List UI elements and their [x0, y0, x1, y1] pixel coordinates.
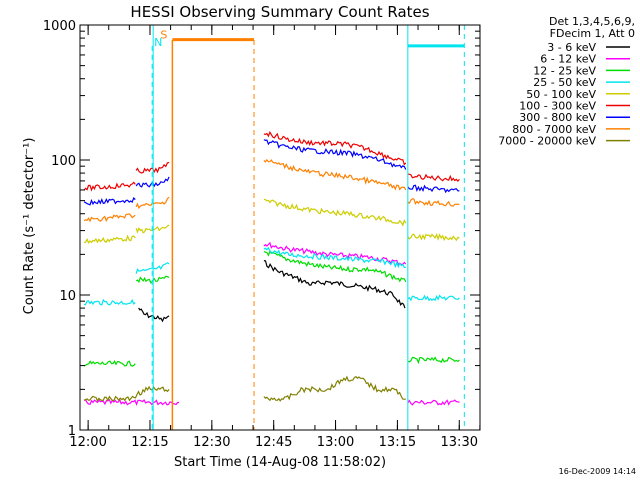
series-2-segment-2	[263, 250, 407, 283]
series-3	[83, 246, 460, 306]
legend-label: 800 - 7000 keV	[512, 123, 596, 136]
series-7-segment-2	[263, 158, 407, 191]
y-tick-label: 10	[59, 289, 76, 304]
series-4	[83, 198, 460, 244]
x-tick-label: 13:15	[379, 435, 416, 450]
series-2-segment-0	[83, 359, 136, 367]
series-2-segment-3	[407, 356, 460, 365]
x-tick-label: 12:15	[131, 435, 168, 450]
x-tick-label: 12:00	[69, 435, 106, 450]
series-8-segment-1	[263, 375, 406, 402]
series-8-segment-0	[83, 385, 170, 402]
series-5-segment-1	[135, 161, 170, 174]
series-6-segment-3	[407, 184, 460, 194]
series-6-segment-2	[263, 139, 407, 170]
series-3-segment-2	[263, 246, 406, 269]
series-5-segment-2	[263, 130, 407, 166]
legend-label: 300 - 800 keV	[519, 111, 596, 124]
legend-header-line: Det 1,3,4,5,6,9,	[549, 15, 635, 28]
series-4-segment-2	[263, 198, 407, 227]
series-5-segment-0	[83, 181, 136, 192]
series-7-segment-1	[135, 196, 170, 210]
series-6-segment-0	[83, 196, 136, 206]
x-axis-label: Start Time (14-Aug-08 11:58:02)	[174, 455, 386, 470]
x-tick-label: 13:00	[317, 435, 354, 450]
series-8	[83, 375, 406, 402]
series-3-segment-3	[407, 294, 460, 302]
series-7	[83, 158, 460, 223]
legend-label: 25 - 50 keV	[533, 76, 596, 89]
chart-title: HESSI Observing Summary Count Rates	[130, 3, 429, 21]
series-1-segment-2	[407, 399, 460, 406]
series-2	[83, 250, 460, 367]
x-tick-label: 12:45	[255, 435, 292, 450]
y-tick-label: 100	[51, 154, 76, 169]
series-3-segment-0	[83, 298, 136, 306]
series-7-segment-3	[407, 198, 460, 207]
legend-header-line: FDecim 1, Att 0	[550, 27, 635, 40]
axes: 1 10 100 1000 12:00 12:15 12:30 12:45 13:00 13:15…	[43, 19, 481, 450]
legend-label: 12 - 25 keV	[533, 64, 596, 77]
y-axis-label: Count Rate (s⁻¹ detector⁻¹)	[22, 138, 37, 315]
legend-label: 100 - 300 keV	[519, 100, 596, 113]
legend-label: 6 - 12 keV	[540, 53, 596, 66]
series-4-segment-3	[407, 232, 460, 242]
series-1-segment-0	[83, 398, 180, 406]
series-0-segment-0	[138, 307, 170, 323]
plot-frame	[79, 24, 481, 431]
legend: Det 1,3,4,5,6,9,FDecim 1, Att 03 - 6 keV…	[498, 15, 635, 148]
plot-area: NS	[83, 25, 465, 430]
annotation-N: N	[151, 25, 465, 430]
annotation-S-label: S	[160, 29, 167, 42]
series-3-segment-1	[135, 262, 170, 274]
annotation-N-label: N	[154, 36, 162, 49]
x-tick-label: 12:30	[193, 435, 230, 450]
series-6	[83, 139, 460, 206]
legend-label: 50 - 100 keV	[526, 88, 596, 101]
series-0-segment-1	[263, 260, 406, 309]
series-4-segment-0	[83, 234, 136, 244]
timestamp: 16-Dec-2009 14:14	[559, 467, 636, 476]
x-tick-label: 13:30	[441, 435, 478, 450]
legend-label: 3 - 6 keV	[547, 41, 596, 54]
series-5	[83, 130, 460, 192]
y-tick-label: 1	[68, 424, 76, 439]
annotation-S: S	[160, 29, 255, 430]
series-7-segment-0	[83, 213, 136, 223]
legend-label: 7000 - 20000 keV	[498, 135, 596, 148]
series-5-segment-3	[407, 173, 460, 183]
y-tick-label: 1000	[43, 19, 76, 34]
